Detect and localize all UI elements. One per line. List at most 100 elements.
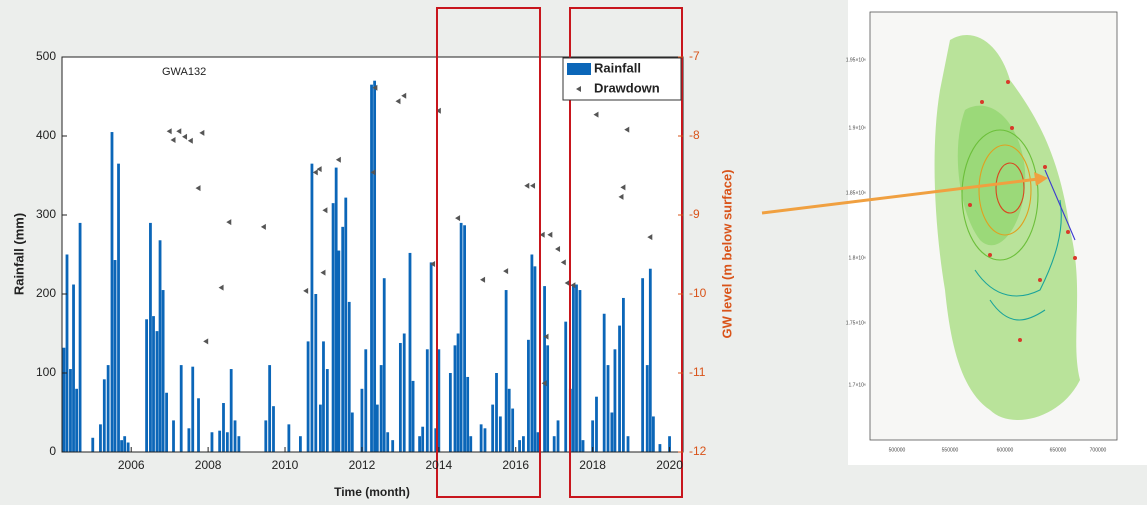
bar (479, 424, 483, 452)
drawdown-point (335, 156, 341, 163)
bar (533, 266, 537, 452)
drawdown-point (182, 133, 188, 140)
bar (448, 373, 452, 452)
bar (411, 380, 415, 452)
drawdown-point (455, 215, 461, 222)
bar (65, 254, 69, 452)
y2-tick-label: -7 (689, 49, 700, 63)
y2-tick-label: -10 (689, 286, 707, 300)
legend-label: Rainfall (594, 60, 641, 75)
bar (344, 197, 348, 452)
bar (418, 436, 422, 452)
x-tick-label: 2010 (272, 458, 299, 472)
y-tick-label: 0 (49, 444, 56, 458)
bar (117, 163, 120, 452)
highlight-box (436, 7, 541, 498)
drawdown-point (395, 98, 401, 105)
wells (968, 80, 1077, 342)
bar (572, 286, 575, 452)
bar (543, 286, 546, 452)
bar (149, 222, 152, 452)
drawdown-point (176, 128, 182, 135)
drawdown-point (312, 169, 318, 176)
bar (613, 349, 617, 452)
bar (210, 432, 214, 452)
drawdown-point (647, 234, 653, 241)
drawdown-point (430, 260, 436, 267)
map-region-inner (957, 105, 1026, 246)
bar (456, 333, 460, 452)
legend-swatch (567, 63, 591, 75)
bar (225, 432, 229, 452)
drawdown-point (316, 166, 322, 173)
bar (370, 84, 373, 453)
bar (222, 403, 225, 452)
y2-tick-label: -11 (689, 365, 706, 379)
x-tick-label: 2006 (118, 458, 145, 472)
bar (334, 167, 338, 452)
x-tick-label: 2008 (195, 458, 222, 472)
bar (483, 428, 487, 452)
bar (518, 440, 521, 452)
bar (91, 437, 95, 452)
bar (347, 301, 351, 452)
y-tick-label: 400 (36, 128, 56, 142)
well (1073, 256, 1077, 260)
bar (306, 341, 310, 452)
bar (373, 80, 377, 452)
bar (272, 406, 275, 452)
well (1018, 338, 1022, 342)
bar (152, 316, 155, 452)
bar (360, 388, 364, 452)
drawdown-point (199, 129, 205, 136)
map-x-label: 600000 (997, 447, 1014, 453)
drawdown-point (593, 111, 599, 118)
x-tick-label: 2020 (656, 458, 683, 472)
y2-axis-label: GW level (m below surface) (719, 169, 734, 338)
y-tick-label: 100 (36, 365, 56, 379)
well (1043, 165, 1047, 169)
bar (606, 365, 610, 452)
bar (187, 428, 191, 452)
drawdown-point (560, 259, 566, 266)
drawdown-point (435, 107, 441, 114)
bar (522, 436, 525, 452)
bar (123, 436, 127, 452)
bar (402, 333, 406, 452)
bar (237, 436, 241, 452)
x-tick-label: 2012 (349, 458, 376, 472)
bar (75, 388, 79, 452)
map-y-label: 1.95×10⁶ (846, 57, 866, 63)
bar (621, 297, 625, 452)
bar (564, 321, 568, 452)
bar (595, 396, 598, 452)
bar (331, 203, 335, 452)
bar (158, 240, 162, 452)
drawdown-point (480, 276, 486, 283)
legend-swatch (576, 86, 581, 92)
drawdown-point (620, 184, 626, 191)
map-x-label: 700000 (1090, 447, 1107, 453)
bar (69, 369, 72, 452)
well (968, 203, 972, 207)
map-y-label: 1.85×10⁶ (846, 190, 866, 196)
map-y-label: 1.8×10⁶ (849, 255, 867, 261)
bar (626, 436, 630, 452)
bar (421, 426, 425, 452)
well (1038, 278, 1042, 282)
contour (995, 162, 1025, 214)
x-tick-label: 2018 (579, 458, 606, 472)
well (988, 253, 992, 257)
bar (507, 388, 511, 452)
bar (78, 222, 82, 452)
drawdown-point (524, 182, 530, 189)
bar (106, 365, 110, 452)
drawdown-point (195, 185, 201, 192)
drawdown-point (322, 207, 328, 214)
bar (102, 379, 106, 452)
bar (197, 398, 200, 452)
bar (126, 442, 130, 452)
drawdown-point (203, 338, 209, 345)
